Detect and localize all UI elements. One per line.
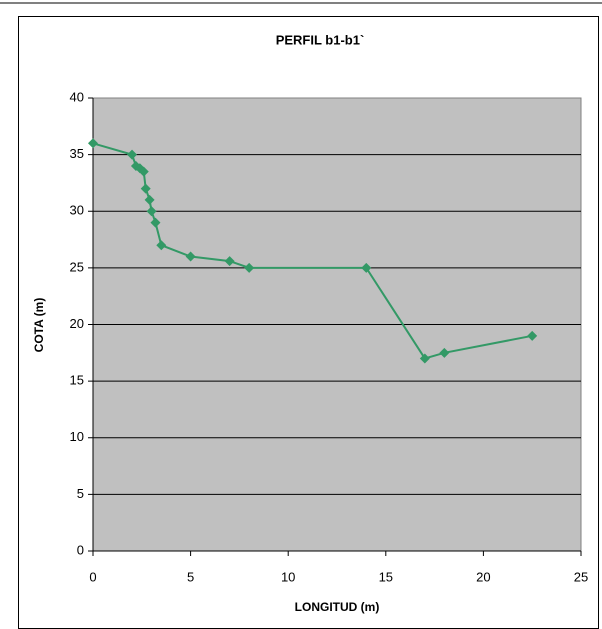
x-axis-label: LONGITUD (m) [295,600,380,614]
x-tick-label: 0 [89,569,96,584]
marker [156,240,167,251]
y-tick-label: 40 [70,89,84,104]
x-tick-label: 15 [379,569,393,584]
marker [224,256,235,267]
marker [88,138,98,149]
y-axis-label: COTA (m) [32,298,46,353]
marker [146,206,157,217]
y-tick-label: 10 [70,429,84,444]
marker [185,251,196,262]
marker [144,194,155,205]
y-tick-label: 25 [70,259,84,274]
x-tick-label: 10 [281,569,295,584]
marker [140,183,151,194]
marker [419,353,430,364]
x-tick-label: 25 [574,569,588,584]
marker [361,262,372,273]
y-tick-label: 5 [77,486,84,501]
chart-title: PERFIL b1-b1` [276,32,365,47]
y-tick-label: 20 [70,316,84,331]
y-tick-label: 0 [77,542,84,557]
y-tick-label: 35 [70,146,84,161]
marker [527,330,538,341]
x-tick-label: 20 [476,569,490,584]
x-tick-label: 5 [187,569,194,584]
marker [127,149,138,160]
marker [244,262,255,273]
y-tick-label: 15 [70,373,84,388]
marker [150,217,161,228]
marker [138,166,149,177]
y-tick-label: 30 [70,203,84,218]
marker [439,347,450,358]
